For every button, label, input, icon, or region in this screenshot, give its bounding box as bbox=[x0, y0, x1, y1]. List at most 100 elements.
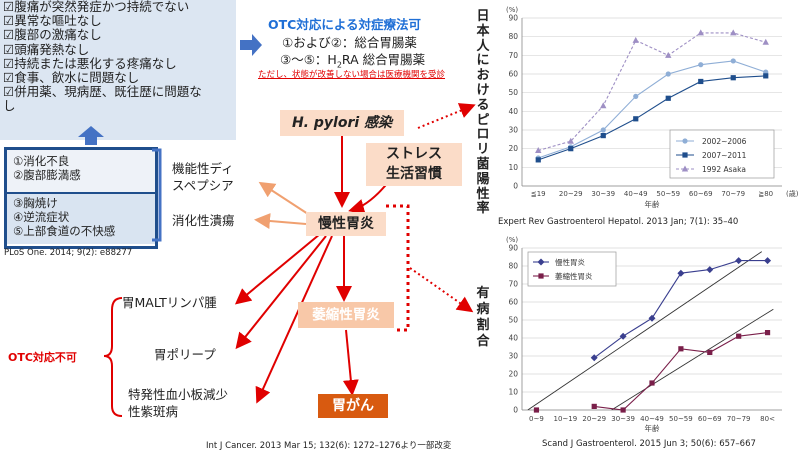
arrow-chronic-malt bbox=[234, 233, 321, 305]
otc-line2-sub: 2 bbox=[336, 60, 342, 70]
lifestyle-label: 生活習慣 bbox=[386, 166, 442, 182]
x-tick-label: 60~69 bbox=[698, 415, 722, 423]
data-point bbox=[633, 116, 639, 122]
data-point bbox=[678, 346, 684, 352]
hp-prevalence-chart: (%) 0 10 20 30 40 50 60 70 80 90 ≦19 20~29 30~39 40~49… bbox=[498, 6, 799, 227]
citation-scand: Scand J Gastroenterol. 2015 Jun 3; 50(6)… bbox=[542, 439, 756, 449]
data-point bbox=[535, 157, 541, 163]
symptom-group-reflux: ③胸焼け ④逆流症状 ⑤上部食道の不快感 bbox=[7, 194, 155, 244]
checklist-item: し bbox=[3, 98, 16, 114]
data-point bbox=[735, 257, 743, 265]
y-tick-label: 70 bbox=[508, 51, 518, 60]
data-point bbox=[649, 380, 655, 386]
trendline bbox=[527, 251, 763, 410]
otc-arrow-icon bbox=[240, 34, 262, 56]
x-tick-label: 80< bbox=[760, 415, 775, 423]
data-point bbox=[763, 73, 769, 79]
checklist-item: ☑併用薬、現病歴、既往歴に問題な bbox=[3, 84, 202, 100]
dotted-arrow-hp-chart bbox=[417, 103, 476, 129]
arrow-chronic-fd bbox=[258, 181, 309, 215]
otc-checklist: ☑腹痛が突然発症かつ持続でない ☑異常な嘔吐なし ☑腹部の激痛なし ☑頭痛発熱な… bbox=[0, 0, 236, 140]
symptom-group-dyspepsia: ①消化不良 ②腹部膨満感 bbox=[7, 150, 155, 194]
symptom-item: ⑤上部食道の不快感 bbox=[13, 224, 116, 238]
x-tick-label: ≧80 bbox=[758, 190, 773, 198]
data-point bbox=[567, 137, 574, 144]
checklist-item: ☑頭痛発熱なし bbox=[3, 41, 90, 57]
arrow-chronic-ulcer bbox=[254, 213, 307, 229]
data-point bbox=[591, 403, 597, 409]
symptom-item: ②腹部膨満感 bbox=[13, 168, 81, 182]
data-point bbox=[633, 93, 639, 99]
data-point bbox=[568, 146, 574, 152]
otc-line2-pre: ③～⑤：H bbox=[280, 52, 337, 67]
y-tick-label: 0 bbox=[513, 406, 518, 415]
citation-expert-rev: Expert Rev Gastroenterol Hepatol. 2013 J… bbox=[498, 217, 738, 227]
dotted-bracket bbox=[386, 204, 410, 332]
data-point bbox=[681, 165, 689, 172]
data-point bbox=[600, 102, 607, 109]
y-tick-label: 10 bbox=[508, 163, 518, 172]
x-tick-label: 50~59 bbox=[656, 190, 680, 198]
y-tick-label: 80 bbox=[508, 32, 518, 41]
series-1 bbox=[590, 257, 772, 362]
symptom-item: ③胸焼け bbox=[13, 196, 58, 210]
itp-line1: 特発性血小板減少 bbox=[128, 387, 229, 402]
symptom-item: ④逆流症状 bbox=[13, 210, 70, 224]
x-tick-label: 20~29 bbox=[559, 190, 583, 198]
data-point bbox=[706, 266, 714, 274]
data-point bbox=[697, 29, 704, 36]
legend-label: 萎縮性胃炎 bbox=[555, 271, 593, 281]
series-line bbox=[538, 75, 766, 161]
itp-line2: 性紫斑病 bbox=[128, 404, 179, 419]
y-tick-label: 20 bbox=[508, 144, 518, 153]
otc-line2-post: RA 総合胃腸薬 bbox=[341, 52, 426, 67]
x-tick-label: 30~39 bbox=[591, 190, 615, 198]
series-1 bbox=[535, 58, 769, 161]
y-tick-label: 30 bbox=[508, 352, 518, 361]
x-tick-label: 10~19 bbox=[553, 415, 577, 423]
x-tick-label: 40~49 bbox=[640, 415, 664, 423]
x-tick-label: 30~39 bbox=[611, 415, 635, 423]
symptom-box: ①消化不良 ②腹部膨満感 ③胸焼け ④逆流症状 ⑤上部食道の不快感 bbox=[4, 147, 158, 249]
data-point bbox=[764, 257, 772, 265]
checklist-item: ☑腹部の激痛なし bbox=[3, 27, 102, 43]
data-point bbox=[736, 333, 742, 339]
x-tick-label: ≦19 bbox=[531, 190, 546, 198]
chronic-gastritis-box: 慢性胃炎 bbox=[306, 212, 386, 236]
arrow-chronic-polyp bbox=[235, 235, 327, 350]
x-axis-label: 年齢 bbox=[645, 199, 660, 209]
y-unit-label: (%) bbox=[506, 6, 518, 14]
dotted-arrow-bracket-chart bbox=[409, 267, 474, 313]
gastric-cancer-box: 胃がん bbox=[318, 394, 388, 418]
data-point bbox=[698, 62, 704, 68]
gastric-polyp-label: 胃ポリープ bbox=[154, 347, 216, 362]
x-tick-label: 70~79 bbox=[721, 190, 745, 198]
y-tick-label: 60 bbox=[508, 298, 518, 307]
data-point bbox=[648, 314, 656, 322]
x-tick-label: 60~69 bbox=[689, 190, 713, 198]
stress-box: ストレス 生活習慣 bbox=[366, 143, 462, 186]
x-tick-label: 50~59 bbox=[669, 415, 693, 423]
peptic-ulcer-label: 消化性潰瘍 bbox=[172, 213, 235, 228]
series-line bbox=[594, 332, 768, 411]
functional-dyspepsia-line1: 機能性ディ bbox=[172, 161, 234, 176]
symptom-bracket bbox=[152, 148, 162, 242]
data-point bbox=[600, 127, 606, 133]
data-point bbox=[538, 273, 544, 279]
series-3 bbox=[535, 29, 769, 154]
data-point bbox=[730, 75, 736, 81]
y-tick-label: 60 bbox=[508, 70, 518, 79]
functional-dyspepsia-label: 機能性ディ スペプシア bbox=[172, 160, 234, 194]
data-point bbox=[665, 95, 671, 101]
y-unit-label: (%) bbox=[506, 236, 518, 244]
trendline bbox=[611, 308, 774, 410]
malt-lymphoma-label: 胃MALTリンパ腫 bbox=[122, 295, 217, 310]
data-point bbox=[590, 354, 598, 362]
y-tick-label: 20 bbox=[508, 370, 518, 379]
data-point bbox=[730, 29, 737, 36]
legend-label: 慢性胃炎 bbox=[555, 257, 585, 267]
series-line bbox=[538, 32, 766, 152]
y-tick-label: 90 bbox=[508, 244, 518, 253]
data-point bbox=[632, 36, 639, 43]
checklist-item: ☑異常な嘔吐なし bbox=[3, 13, 102, 29]
